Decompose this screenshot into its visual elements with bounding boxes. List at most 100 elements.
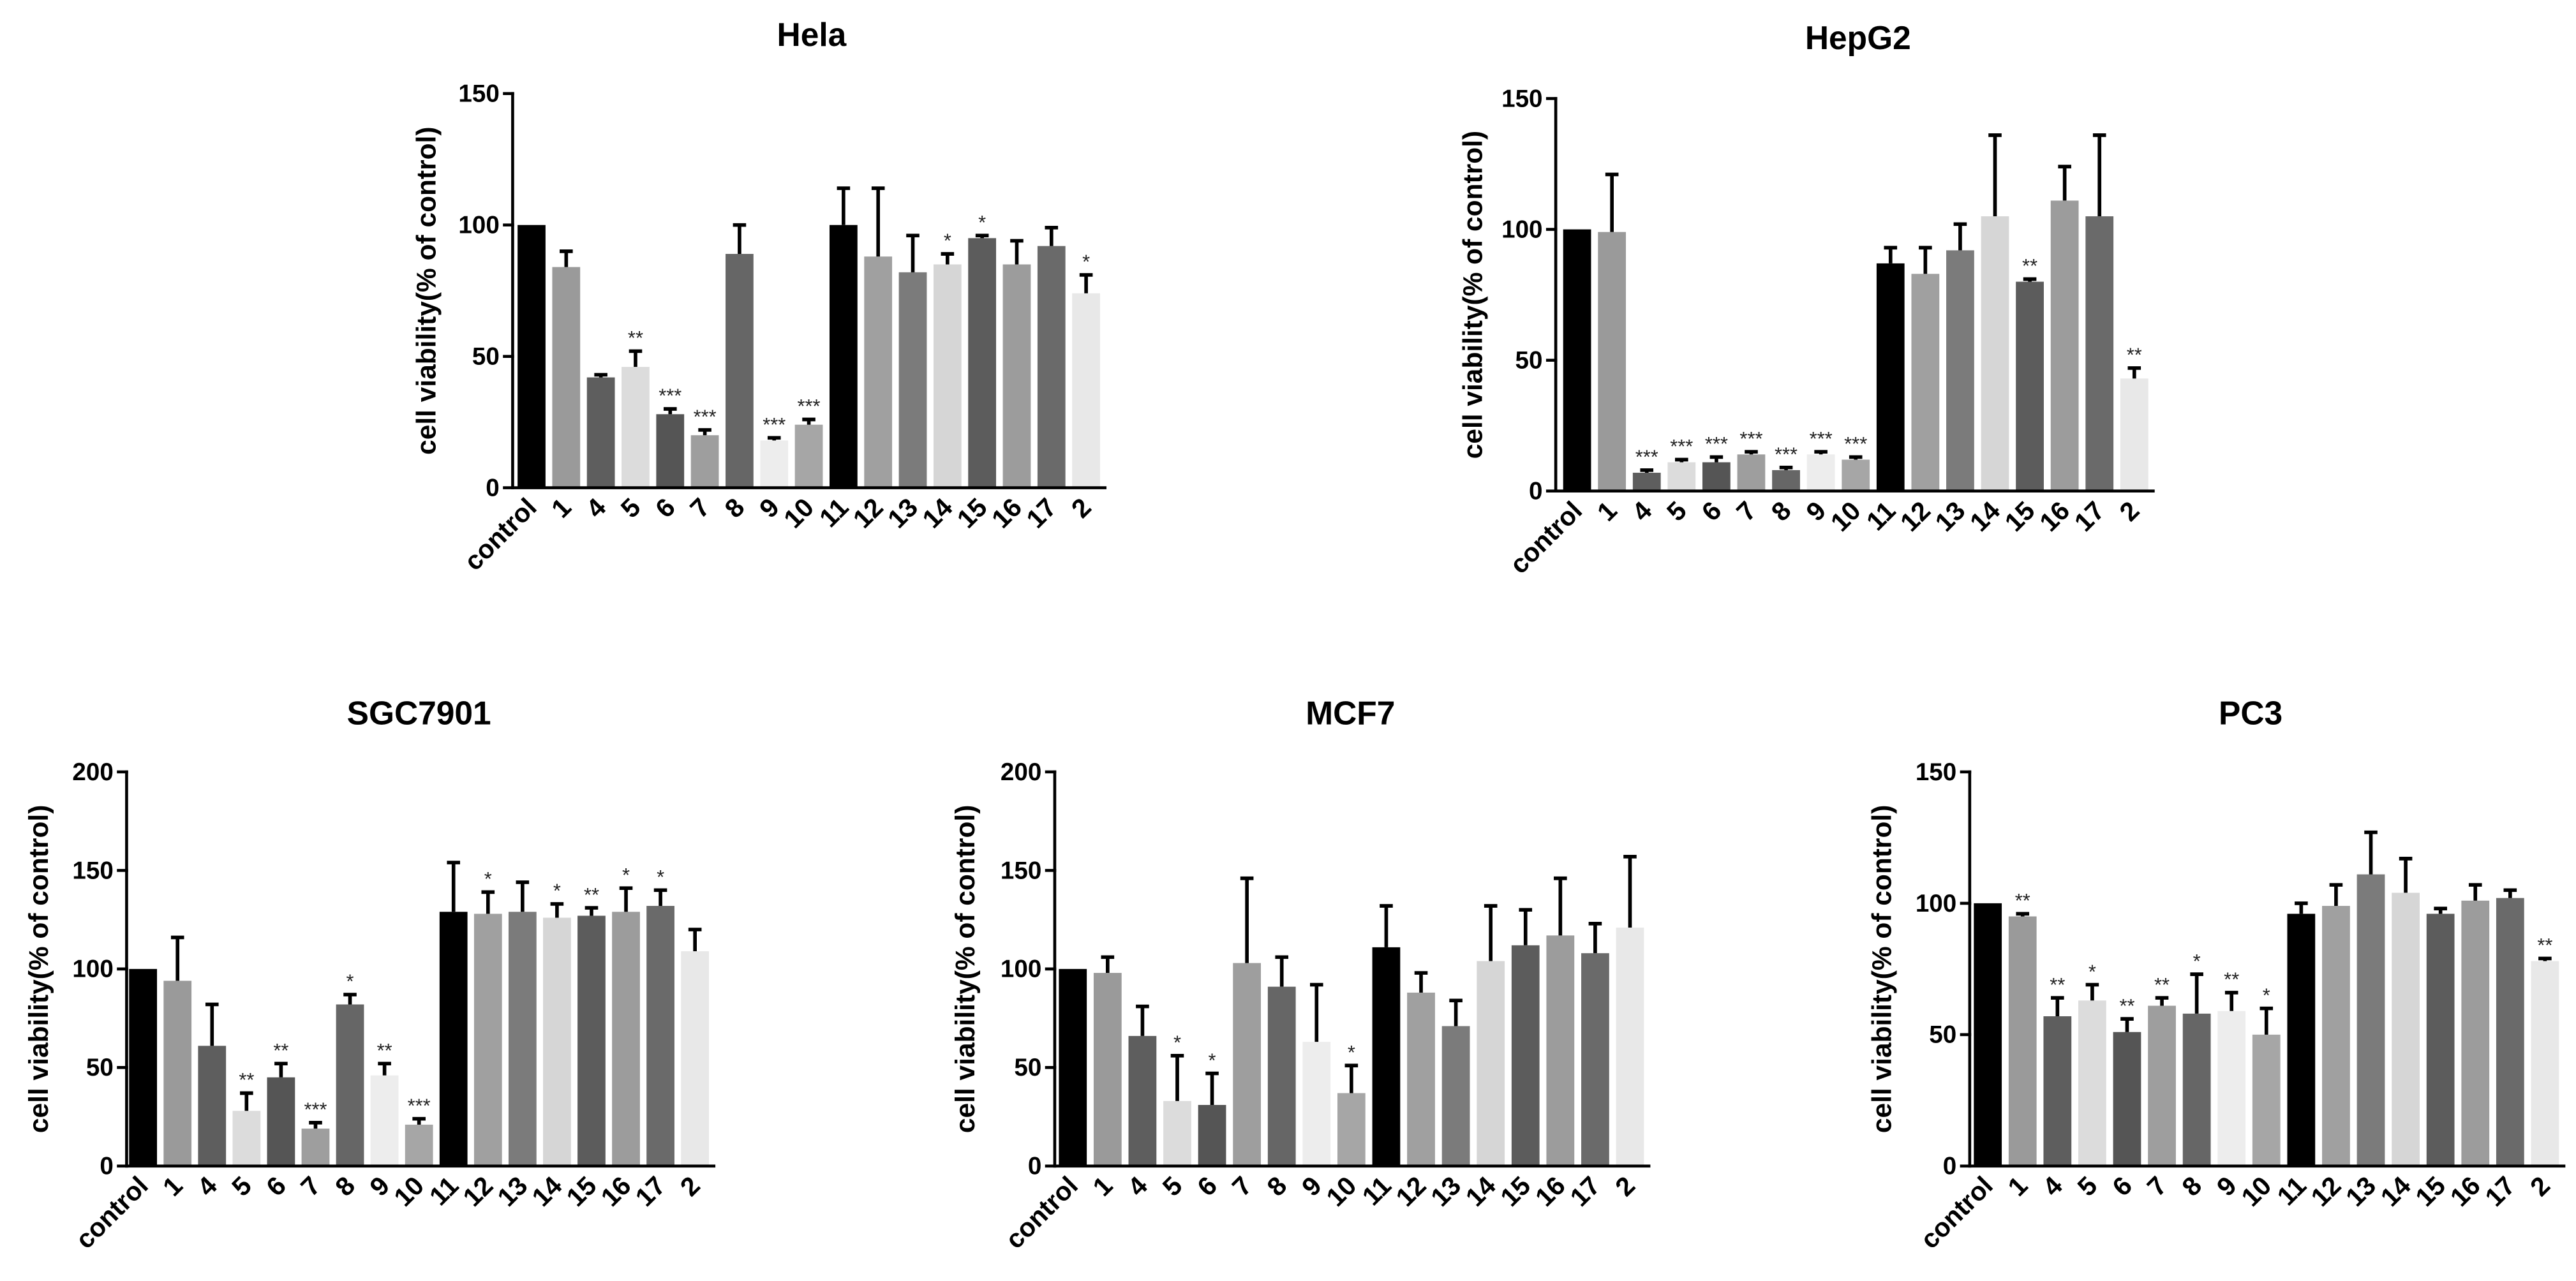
bar-hela-1 bbox=[552, 267, 581, 488]
bar-sgc7901-2 bbox=[681, 951, 710, 1166]
bar-hepg2-7 bbox=[1737, 454, 1766, 491]
bar-mcf7-2 bbox=[1616, 927, 1644, 1166]
bar-sgc7901-1 bbox=[163, 981, 192, 1166]
significance-label-sgc7901-16: * bbox=[622, 864, 630, 886]
significance-label-pc3-8: * bbox=[2193, 950, 2201, 972]
significance-label-hela-6: *** bbox=[659, 385, 681, 407]
bar-mcf7-15 bbox=[1511, 945, 1540, 1166]
bar-pc3-12 bbox=[2322, 906, 2350, 1166]
y-tick-label: 0 bbox=[100, 1153, 113, 1180]
x-tick-label-sgc7901-10: 10 bbox=[388, 1171, 429, 1212]
significance-label-sgc7901-8: * bbox=[346, 970, 354, 993]
bar-hela-11 bbox=[829, 225, 858, 488]
x-tick-label-hepg2-10: 10 bbox=[1825, 496, 1866, 537]
x-tick-label-pc3-6: 6 bbox=[2106, 1171, 2138, 1202]
y-tick-label: 50 bbox=[1515, 347, 1543, 374]
significance-label-pc3-10: * bbox=[2263, 984, 2270, 1006]
x-tick-label-mcf7-9: 9 bbox=[1296, 1171, 1327, 1202]
x-tick-label-hela-2: 2 bbox=[1066, 492, 1097, 524]
y-axis-label: cell viability(% of control) bbox=[1866, 805, 1896, 1133]
bar-mcf7-11 bbox=[1372, 947, 1401, 1166]
bar-hepg2-16 bbox=[2050, 200, 2079, 491]
plot-area: control 1 4**5**6***7*8**9***1011*1213*14*… bbox=[70, 759, 716, 1254]
bar-pc3-6 bbox=[2113, 1032, 2141, 1166]
bar-hela-2 bbox=[1072, 293, 1100, 488]
x-tick-label-hepg2-9: 9 bbox=[1801, 496, 1832, 527]
bar-sgc7901-12 bbox=[473, 914, 502, 1166]
x-tick-label-hepg2-4: 4 bbox=[1627, 496, 1658, 527]
y-tick-label: 100 bbox=[1916, 890, 1956, 917]
bar-sgc7901-5 bbox=[232, 1111, 261, 1166]
bar-pc3-10 bbox=[2252, 1034, 2281, 1166]
bar-mcf7-17 bbox=[1581, 953, 1609, 1166]
bar-pc3-13 bbox=[2356, 874, 2385, 1166]
y-tick-label: 150 bbox=[458, 80, 499, 108]
significance-label-sgc7901-6: ** bbox=[273, 1039, 288, 1062]
x-tick-label-hepg2-2: 2 bbox=[2114, 496, 2145, 527]
bar-pc3-7 bbox=[2148, 1005, 2176, 1166]
bar-hepg2-11 bbox=[1876, 263, 1905, 491]
x-tick-label-pc3-17: 17 bbox=[2480, 1171, 2521, 1212]
significance-label-pc3-2: ** bbox=[2537, 934, 2552, 956]
bar-hela-13 bbox=[898, 272, 927, 488]
bar-mcf7-9 bbox=[1302, 1042, 1331, 1166]
significance-label-sgc7901-10: *** bbox=[408, 1094, 431, 1116]
x-tick-label-mcf7-2: 2 bbox=[1609, 1171, 1641, 1202]
x-tick-label-sgc7901-17: 17 bbox=[630, 1171, 671, 1212]
bar-mcf7-14 bbox=[1477, 961, 1505, 1166]
bar-sgc7901-17 bbox=[646, 906, 674, 1166]
x-tick-label-sgc7901-5: 5 bbox=[226, 1171, 257, 1202]
bar-pc3-8 bbox=[2182, 1013, 2211, 1166]
bar-hepg2-9 bbox=[1806, 454, 1835, 491]
x-tick-label-hela-6: 6 bbox=[650, 492, 681, 524]
plot-area: control 1 4**5***6***7 8***9***10111213*14*… bbox=[458, 80, 1107, 576]
significance-label-sgc7901-5: ** bbox=[239, 1069, 254, 1091]
significance-label-pc3-4: ** bbox=[2050, 974, 2065, 996]
bar-hepg2-12 bbox=[1911, 274, 1940, 491]
bar-sgc7901-8 bbox=[336, 1004, 364, 1166]
y-tick-label: 200 bbox=[72, 759, 113, 786]
y-tick-label: 100 bbox=[1501, 216, 1542, 243]
bar-sgc7901-14 bbox=[543, 917, 571, 1166]
chart-panel-hepg2: HepG2 cell viability(% of control) contr… bbox=[1457, 19, 2155, 579]
x-tick-label-mcf7-control: control bbox=[1000, 1171, 1083, 1254]
significance-label-sgc7901-9: ** bbox=[377, 1039, 392, 1062]
significance-label-mcf7-6: * bbox=[1209, 1049, 1216, 1071]
x-tick-label-hepg2-17: 17 bbox=[2069, 496, 2110, 537]
bar-sgc7901-16 bbox=[612, 912, 640, 1166]
x-tick-label-mcf7-17: 17 bbox=[1565, 1171, 1606, 1212]
significance-label-hepg2-2: ** bbox=[2127, 344, 2142, 366]
chart-title: PC3 bbox=[2219, 694, 2282, 731]
y-axis-label: cell viability(% of control) bbox=[24, 805, 54, 1133]
x-tick-label-pc3-2: 2 bbox=[2524, 1171, 2556, 1202]
x-tick-label-hela-1: 1 bbox=[546, 492, 577, 524]
bar-sgc7901-control bbox=[129, 968, 158, 1166]
bar-hepg2-6 bbox=[1702, 462, 1731, 491]
x-tick-label-hepg2-7: 7 bbox=[1731, 496, 1762, 527]
bar-hepg2-14 bbox=[1981, 216, 2009, 491]
y-tick-label: 150 bbox=[72, 857, 113, 884]
y-tick-label: 150 bbox=[1001, 857, 1041, 884]
significance-label-hela-10: *** bbox=[798, 395, 821, 417]
y-axis-label: cell viability(% of control) bbox=[1457, 131, 1487, 459]
significance-label-hela-7: *** bbox=[694, 406, 717, 428]
chart-title: MCF7 bbox=[1306, 694, 1395, 731]
bar-pc3-16 bbox=[2461, 900, 2490, 1166]
bar-mcf7-1 bbox=[1093, 973, 1122, 1166]
bar-pc3-14 bbox=[2392, 892, 2420, 1166]
bar-hela-7 bbox=[690, 435, 719, 488]
plot-area: control**1**4*5**6**7*8**9*1011121314151… bbox=[1915, 759, 2566, 1254]
bar-sgc7901-6 bbox=[267, 1077, 295, 1166]
y-tick-label: 0 bbox=[486, 474, 499, 501]
x-tick-label-pc3-9: 9 bbox=[2211, 1171, 2242, 1202]
x-tick-label-sgc7901-6: 6 bbox=[260, 1171, 292, 1202]
bar-hepg2-4 bbox=[1632, 473, 1661, 491]
significance-label-pc3-1: ** bbox=[2015, 889, 2030, 912]
x-tick-label-hela-9: 9 bbox=[754, 492, 785, 524]
x-tick-label-sgc7901-2: 2 bbox=[674, 1171, 706, 1202]
bar-mcf7-4 bbox=[1128, 1035, 1157, 1166]
significance-label-mcf7-5: * bbox=[1173, 1032, 1181, 1054]
y-tick-label: 150 bbox=[1501, 85, 1542, 112]
